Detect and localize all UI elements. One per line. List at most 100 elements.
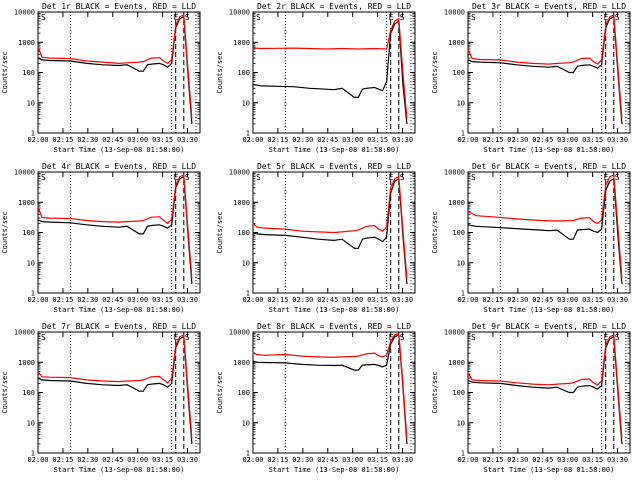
chart-panel: Det 9r BLACK = Events, RED = LLD Counts/s… (431, 322, 631, 474)
x-tick-label: 03:30 (607, 456, 628, 464)
y-tick-label: 10 (27, 419, 35, 427)
x-tick-label: 03:30 (607, 296, 628, 304)
x-tick-label: 03:00 (557, 296, 578, 304)
x-tick-label: 03:30 (392, 136, 413, 144)
y-tick-label: 10 (457, 99, 465, 107)
x-tick-label: 03:00 (342, 136, 363, 144)
y-axis-label: Counts/sec (1, 371, 9, 413)
x-axis-label: Start Time (13-Sep-08 01:58:00) (484, 146, 615, 154)
y-tick-label: 1 (31, 450, 35, 458)
x-tick-label: 02:30 (77, 136, 98, 144)
x-axis-label: Start Time (13-Sep-08 01:58:00) (484, 306, 615, 314)
y-tick-label: 10000 (229, 329, 250, 337)
x-tick-label: 03:30 (392, 296, 413, 304)
segment-marker: S (185, 13, 190, 22)
lld-series-line (252, 175, 408, 279)
x-tick-label: 03:15 (582, 296, 603, 304)
segment-marker: S (615, 173, 620, 182)
x-axis-label: Start Time (13-Sep-08 01:58:00) (269, 146, 400, 154)
chart-title: Det 6r BLACK = Events, RED = LLD (472, 162, 626, 171)
x-tick-label: 03:30 (607, 136, 628, 144)
lld-series-line (37, 174, 193, 279)
x-tick-label: 03:15 (582, 456, 603, 464)
events-series-line (467, 15, 623, 124)
chart-title: Det 2r BLACK = Events, RED = LLD (257, 2, 411, 11)
x-tick-label: 02:30 (507, 296, 528, 304)
chart-panel: Det 7r BLACK = Events, RED = LLD Counts/s… (1, 322, 201, 474)
y-axis-label: Counts/sec (216, 211, 224, 253)
events-series-line (467, 335, 623, 444)
x-tick-label: 02:45 (102, 296, 123, 304)
y-axis-label: Counts/sec (1, 51, 9, 93)
y-tick-label: 1000 (18, 359, 35, 367)
y-tick-label: 10000 (444, 169, 465, 177)
x-axis-label: Start Time (13-Sep-08 01:58:00) (269, 306, 400, 314)
y-tick-label: 100 (22, 69, 35, 77)
y-tick-label: 1 (31, 290, 35, 298)
x-tick-label: 02:30 (77, 456, 98, 464)
x-tick-label: 02:00 (242, 136, 263, 144)
lld-series-line (252, 17, 408, 119)
segment-marker: S (471, 13, 476, 22)
chart-panel: Det 2r BLACK = Events, RED = LLD Counts/s… (216, 2, 416, 154)
events-series-line (252, 177, 408, 284)
x-tick-label: 02:30 (77, 296, 98, 304)
segment-marker: S (256, 13, 261, 22)
x-tick-label: 02:15 (52, 456, 73, 464)
lld-series-line (37, 14, 193, 119)
y-tick-label: 10000 (14, 329, 35, 337)
x-tick-label: 02:15 (482, 456, 503, 464)
chart-panel: Det 3r BLACK = Events, RED = LLD Counts/s… (431, 2, 631, 154)
segment-marker: S (185, 173, 190, 182)
segment-marker: S (256, 333, 261, 342)
x-tick-label: 03:00 (557, 136, 578, 144)
x-tick-label: 02:45 (317, 136, 338, 144)
segment-marker: E (389, 333, 394, 342)
x-tick-label: 02:45 (102, 136, 123, 144)
chart-title: Det 8r BLACK = Events, RED = LLD (257, 322, 411, 331)
events-series-line (252, 334, 408, 444)
segment-marker: E (174, 333, 179, 342)
x-axis-label: Start Time (13-Sep-08 01:58:00) (54, 466, 185, 474)
y-tick-label: 100 (22, 229, 35, 237)
y-tick-label: 1000 (233, 199, 250, 207)
segment-marker: S (41, 173, 46, 182)
y-tick-label: 100 (237, 229, 250, 237)
segment-marker: S (256, 173, 261, 182)
segment-marker: E (604, 333, 609, 342)
x-tick-label: 03:00 (342, 456, 363, 464)
x-axis-label: Start Time (13-Sep-08 01:58:00) (54, 146, 185, 154)
chart-panel: Det 6r BLACK = Events, RED = LLD Counts/s… (431, 162, 631, 314)
y-tick-label: 1 (246, 130, 250, 138)
y-axis-label: Counts/sec (431, 371, 439, 413)
x-axis-label: Start Time (13-Sep-08 01:58:00) (54, 306, 185, 314)
x-tick-label: 02:45 (532, 296, 553, 304)
y-tick-label: 10000 (229, 169, 250, 177)
y-tick-label: 1000 (18, 39, 35, 47)
y-tick-label: 100 (237, 389, 250, 397)
x-tick-label: 03:00 (127, 456, 148, 464)
x-tick-label: 02:00 (27, 456, 48, 464)
x-tick-label: 02:30 (507, 456, 528, 464)
x-tick-label: 02:15 (267, 136, 288, 144)
lld-series-line (467, 14, 623, 119)
y-tick-label: 10 (27, 99, 35, 107)
segment-marker: E (604, 173, 609, 182)
x-tick-label: 02:00 (242, 456, 263, 464)
y-tick-label: 1 (461, 130, 465, 138)
y-tick-label: 100 (452, 229, 465, 237)
events-series-line (252, 19, 408, 124)
x-tick-label: 02:15 (482, 296, 503, 304)
y-tick-label: 100 (452, 389, 465, 397)
x-tick-label: 03:15 (152, 136, 173, 144)
x-tick-label: 02:45 (317, 296, 338, 304)
x-tick-label: 02:15 (482, 136, 503, 144)
x-tick-label: 03:15 (367, 136, 388, 144)
y-tick-label: 100 (22, 389, 35, 397)
chart-panel: Det 8r BLACK = Events, RED = LLD Counts/s… (216, 322, 416, 474)
x-axis-label: Start Time (13-Sep-08 01:58:00) (484, 466, 615, 474)
chart-title: Det 5r BLACK = Events, RED = LLD (257, 162, 411, 171)
segment-marker: S (41, 13, 46, 22)
lld-series-line (467, 334, 623, 439)
y-axis-label: Counts/sec (216, 51, 224, 93)
